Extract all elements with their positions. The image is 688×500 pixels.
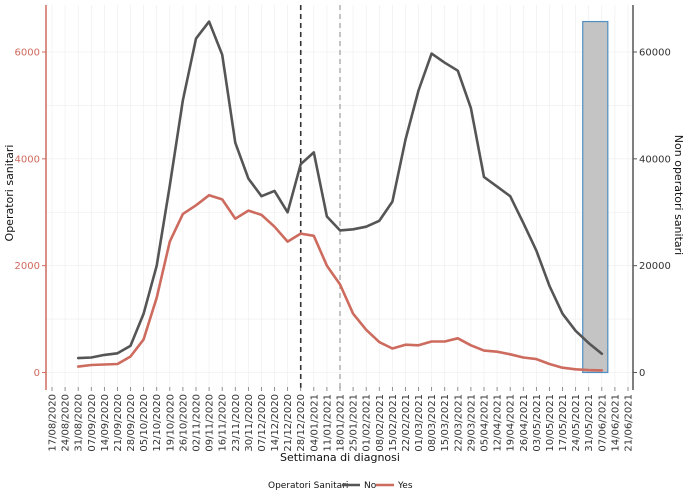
- x-tick-label: 14/09/2020: [100, 394, 111, 452]
- x-tick-label: 04/01/2021: [309, 394, 320, 452]
- x-tick-label: 24/08/2020: [61, 394, 72, 452]
- x-tick-label: 21/06/2021: [624, 394, 635, 452]
- y-tick-label-left: 2000: [15, 261, 40, 272]
- y-tick-label-left: 0: [34, 368, 40, 379]
- x-tick-label: 25/01/2021: [349, 394, 360, 452]
- x-tick-label: 14/12/2020: [270, 394, 281, 452]
- x-tick-label: 09/11/2020: [205, 394, 216, 452]
- y-tick-label-left: 4000: [15, 154, 40, 165]
- x-tick-label: 28/09/2020: [126, 394, 137, 452]
- x-tick-label: 11/01/2021: [322, 394, 333, 452]
- x-tick-label: 07/09/2020: [87, 394, 98, 452]
- x-tick-label: 07/12/2020: [257, 394, 268, 452]
- x-tick-label: 12/10/2020: [152, 394, 163, 452]
- x-tick-label: 31/05/2021: [584, 394, 595, 452]
- y-axis-left-title: Operatori sanitari: [3, 145, 16, 242]
- x-tick-label: 21/09/2020: [113, 394, 124, 452]
- x-tick-label: 21/12/2020: [283, 394, 294, 452]
- x-tick-label: 15/02/2021: [388, 394, 399, 452]
- x-tick-label: 22/03/2021: [453, 394, 464, 452]
- x-tick-label: 16/11/2020: [218, 394, 229, 452]
- x-tick-label: 05/10/2020: [139, 394, 150, 452]
- x-tick-label: 26/04/2021: [519, 394, 530, 452]
- x-tick-label: 18/01/2021: [336, 394, 347, 452]
- annotations: [299, 5, 609, 390]
- legend: Operatori Sanitari No Yes: [268, 481, 413, 491]
- x-tick-label: 01/02/2021: [362, 394, 373, 452]
- x-tick-label: 30/11/2020: [244, 394, 255, 452]
- x-tick-label: 28/12/2020: [296, 394, 307, 452]
- y-tick-label-right: 60000: [639, 48, 671, 59]
- x-tick-label: 23/11/2020: [231, 394, 242, 452]
- x-tick-label: 01/03/2021: [414, 394, 425, 452]
- y-tick-label-left: 6000: [15, 48, 40, 59]
- x-tick-label: 22/02/2021: [401, 394, 412, 452]
- x-tick-label: 12/04/2021: [493, 394, 504, 452]
- x-tick-label: 31/08/2020: [74, 394, 85, 452]
- x-tick-label: 19/10/2020: [165, 394, 176, 452]
- x-tick-label: 26/10/2020: [178, 394, 189, 452]
- x-tick-label: 17/08/2020: [48, 394, 59, 452]
- x-tick-label: 29/03/2021: [466, 394, 477, 452]
- legend-label-yes: Yes: [397, 481, 413, 491]
- x-tick-label: 08/02/2021: [375, 394, 386, 452]
- y-tick-label-right: 20000: [639, 261, 671, 272]
- x-tick-label: 05/04/2021: [480, 394, 491, 452]
- x-tick-label: 08/03/2021: [427, 394, 438, 452]
- x-tick-label: 10/05/2021: [545, 394, 556, 452]
- series-line-yes: [76, 193, 604, 372]
- x-tick-label: 17/05/2021: [558, 394, 569, 452]
- y-tick-label-right: 0: [639, 368, 645, 379]
- y-tick-label-right: 40000: [639, 154, 671, 165]
- legend-label-no: No: [364, 481, 377, 491]
- series-line-no: [76, 20, 604, 360]
- x-tick-label: 07/06/2021: [597, 394, 608, 452]
- highlight-rect: [582, 20, 609, 374]
- y-axis-right-title: Non operatori sanitari: [672, 135, 685, 255]
- x-tick-label: 14/06/2021: [610, 394, 621, 452]
- series-layer: [76, 20, 604, 372]
- x-tick-label: 15/03/2021: [440, 394, 451, 452]
- x-tick-label: 24/05/2021: [571, 394, 582, 452]
- x-tick-label: 02/11/2020: [192, 394, 203, 452]
- legend-title: Operatori Sanitari: [268, 481, 348, 491]
- x-tick-label: 03/05/2021: [532, 394, 543, 452]
- x-tick-label: 19/04/2021: [506, 394, 517, 452]
- x-axis-title: Settimana di diagnosi: [280, 451, 400, 464]
